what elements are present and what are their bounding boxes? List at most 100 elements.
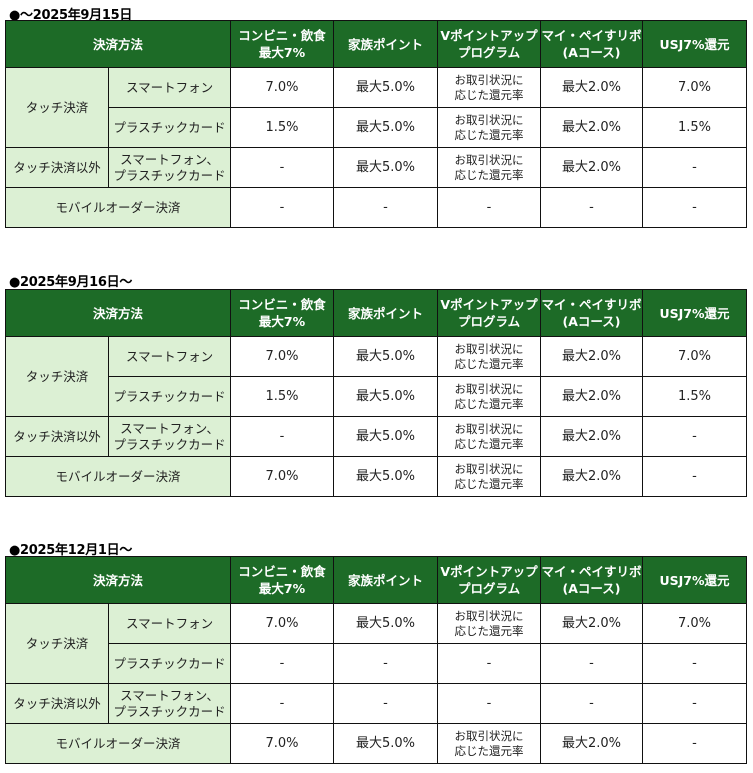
cell-convenience: 7.0% [230, 67, 335, 108]
row-label-mobile-order: モバイルオーダー決済 [4, 456, 232, 497]
row-label-touch-payment: タッチ決済 [5, 603, 109, 684]
row-label-plastic-card: プラスチックカード [107, 376, 232, 417]
row-label-touch-payment: タッチ決済 [5, 336, 109, 417]
header-my-pay-revo: マイ・ペイすリボ (Aコース) [540, 20, 644, 68]
cell-family: 最大5.0% [333, 416, 439, 457]
cell-usj: 7.0% [642, 603, 748, 644]
section-title: ●2025年9月16日～ [9, 275, 133, 290]
reward-rate-table: 決済方法 コンビニ・飲食 最大7% 家族ポイント Vポイントアップ プログラム マイ… [4, 556, 748, 764]
header-payment-method: 決済方法 [4, 289, 232, 337]
vpoint-text-line2: 応じた還元率 [454, 167, 524, 182]
cell-family: 最大5.0% [333, 336, 439, 377]
cell-revo: 最大2.0% [540, 107, 644, 148]
cell-convenience: 7.0% [230, 456, 335, 497]
cell-revo: 最大2.0% [540, 723, 644, 764]
cell-vpoint: お取引状況に 応じた還元率 [437, 336, 542, 377]
cell-revo: 最大2.0% [540, 376, 644, 417]
cell-usj: 1.5% [642, 376, 748, 417]
vpoint-text-line1: お取引状況に [454, 421, 524, 436]
cell-usj: - [642, 416, 748, 457]
cell-revo: 最大2.0% [540, 147, 644, 188]
section-title: ●2025年12月1日～ [9, 543, 133, 558]
table-row-mobile-order: モバイルオーダー決済 - - - - - [4, 187, 748, 228]
cell-usj: - [642, 187, 748, 228]
cell-family: 最大5.0% [333, 107, 439, 148]
vpoint-text-line1: お取引状況に [454, 381, 524, 396]
vpoint-text-line2: 応じた還元率 [454, 396, 524, 411]
cell-usj: - [642, 456, 748, 497]
cell-usj: - [642, 643, 748, 684]
reward-rate-table: 決済方法 コンビニ・飲食 最大7% 家族ポイント Vポイントアップ プログラム マイ… [4, 20, 748, 228]
cell-family: - [333, 643, 439, 684]
reward-rate-table: 決済方法 コンビニ・飲食 最大7% 家族ポイント Vポイントアップ プログラム マイ… [4, 289, 748, 497]
header-row: 決済方法 コンビニ・飲食 最大7% 家族ポイント Vポイントアップ プログラム マイ… [4, 556, 748, 604]
header-my-pay-revo: マイ・ペイすリボ (Aコース) [540, 556, 644, 604]
header-vpoint-up: Vポイントアップ プログラム [437, 20, 542, 68]
vpoint-text-line2: 応じた還元率 [454, 743, 524, 758]
header-usj-reward: USJ7%還元 [642, 556, 748, 604]
cell-convenience: - [230, 147, 335, 188]
row-label-non-touch: タッチ決済以外 [5, 147, 109, 188]
row-label-smartphone: スマートフォン [107, 336, 232, 377]
cell-convenience: 1.5% [230, 107, 335, 148]
row-label-smartphone: スマートフォン [107, 603, 232, 644]
header-convenience-dining: コンビニ・飲食 最大7% [230, 556, 335, 604]
cell-family: 最大5.0% [333, 456, 439, 497]
cell-convenience: 1.5% [230, 376, 335, 417]
cell-vpoint: - [437, 683, 542, 724]
cell-convenience: - [230, 683, 335, 724]
table-row-non-touch: タッチ決済以外 スマートフォン、 プラスチックカード - 最大5.0% お取引状況… [5, 147, 748, 188]
table-row-mobile-order: モバイルオーダー決済 7.0% 最大5.0% お取引状況に 応じた還元率 最大2.… [4, 723, 748, 764]
table-row-touch-smartphone: タッチ決済 スマートフォン 7.0% 最大5.0% お取引状況に 応じた還元率 最… [5, 67, 748, 148]
row-label-plastic-card: プラスチックカード [107, 107, 232, 148]
row-label-plastic-card: プラスチックカード [107, 643, 232, 684]
cell-convenience: 7.0% [230, 336, 335, 377]
row-label-smartphone-plastic: スマートフォン、 プラスチックカード [107, 147, 232, 188]
header-family-points: 家族ポイント [333, 289, 439, 337]
row-label-smartphone: スマートフォン [107, 67, 232, 108]
cell-revo: - [540, 683, 644, 724]
cell-family: 最大5.0% [333, 67, 439, 108]
row-label-non-touch: タッチ決済以外 [5, 683, 109, 724]
vpoint-text-line1: お取引状況に [454, 341, 524, 356]
cell-usj: - [642, 683, 748, 724]
section-title: ●～2025年9月15日 [9, 8, 133, 23]
cell-convenience: 7.0% [230, 723, 335, 764]
row-label-touch-payment: タッチ決済 [5, 67, 109, 148]
header-vpoint-up: Vポイントアップ プログラム [437, 556, 542, 604]
cell-revo: 最大2.0% [540, 336, 644, 377]
cell-vpoint: お取引状況に 応じた還元率 [437, 107, 542, 148]
header-usj-reward: USJ7%還元 [642, 289, 748, 337]
cell-usj: - [642, 147, 748, 188]
header-row: 決済方法 コンビニ・飲食 最大7% 家族ポイント Vポイントアップ プログラム マイ… [4, 289, 748, 337]
cell-vpoint: お取引状況に 応じた還元率 [437, 456, 542, 497]
table-row-non-touch: タッチ決済以外 スマートフォン、 プラスチックカード - 最大5.0% お取引状況… [5, 416, 748, 457]
vpoint-text-line1: お取引状況に [454, 152, 524, 167]
header-family-points: 家族ポイント [333, 20, 439, 68]
cell-vpoint: お取引状況に 応じた還元率 [437, 147, 542, 188]
table-row-touch-plastic: プラスチックカード 1.5% 最大5.0% お取引状況に 応じた還元率 最大2.0… [6, 107, 748, 148]
vpoint-text-line2: 応じた還元率 [454, 356, 524, 371]
vpoint-text-line1: お取引状況に [454, 728, 524, 743]
cell-vpoint: お取引状況に 応じた還元率 [437, 67, 542, 108]
row-label-smartphone-plastic: スマートフォン、 プラスチックカード [107, 416, 232, 457]
row-label-mobile-order: モバイルオーダー決済 [4, 723, 232, 764]
cell-revo: 最大2.0% [540, 67, 644, 108]
vpoint-text-line1: お取引状況に [454, 461, 524, 476]
vpoint-text-line1: お取引状況に [454, 72, 524, 87]
cell-family: - [333, 187, 439, 228]
table-row-touch-smartphone: タッチ決済 スマートフォン 7.0% 最大5.0% お取引状況に 応じた還元率 最… [5, 603, 748, 684]
cell-convenience: 7.0% [230, 603, 335, 644]
cell-revo: - [540, 187, 644, 228]
header-usj-reward: USJ7%還元 [642, 20, 748, 68]
cell-convenience: - [230, 187, 335, 228]
cell-convenience: - [230, 416, 335, 457]
table-row-mobile-order: モバイルオーダー決済 7.0% 最大5.0% お取引状況に 応じた還元率 最大2.… [4, 456, 748, 497]
cell-revo: 最大2.0% [540, 456, 644, 497]
cell-revo: - [540, 643, 644, 684]
table-row-non-touch: タッチ決済以外 スマートフォン、 プラスチックカード - - - - - [5, 683, 748, 724]
cell-usj: - [642, 723, 748, 764]
cell-vpoint: お取引状況に 応じた還元率 [437, 723, 542, 764]
cell-vpoint: お取引状況に 応じた還元率 [437, 416, 542, 457]
header-convenience-dining: コンビニ・飲食 最大7% [230, 289, 335, 337]
